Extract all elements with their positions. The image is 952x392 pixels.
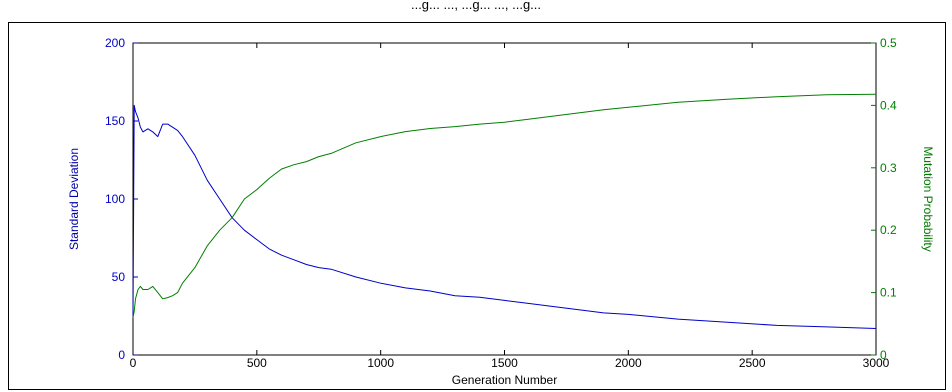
standard-deviation-line xyxy=(132,104,877,329)
x-tick-label-5: 2500 xyxy=(739,356,766,370)
mutation-probability-line xyxy=(132,93,877,318)
x-axis-ticks: 0 500 1000 1500 2000 2500 3000 xyxy=(130,43,890,370)
x-tick-label-1: 500 xyxy=(247,356,267,370)
right-tick-label-0: 0 xyxy=(880,348,887,362)
x-tick-label-2: 1000 xyxy=(367,356,394,370)
left-tick-label-2: 100 xyxy=(105,192,125,206)
right-tick-label-4: 0.4 xyxy=(880,98,897,112)
page-title: ...g... ..., ...g... ..., ...g... xyxy=(410,0,542,12)
right-tick-label-1: 0.1 xyxy=(880,286,897,300)
x-tick-label-0: 0 xyxy=(130,356,137,370)
left-tick-label-4: 200 xyxy=(105,36,125,50)
right-tick-label-5: 0.5 xyxy=(880,36,897,50)
right-axis-label: Mutation Probability xyxy=(921,146,935,251)
right-axis-ticks: 0 0.1 0.2 0.3 0.4 0.5 xyxy=(871,36,897,362)
right-tick-label-3: 0.3 xyxy=(880,161,897,175)
left-axis-label: Standard Deviation xyxy=(67,148,81,250)
x-tick-label-6: 3000 xyxy=(863,356,890,370)
x-tick-label-4: 2000 xyxy=(615,356,642,370)
right-tick-label-2: 0.2 xyxy=(880,223,897,237)
left-tick-label-3: 150 xyxy=(105,114,125,128)
left-tick-label-1: 50 xyxy=(112,270,126,284)
figure-frame xyxy=(8,22,946,390)
x-tick-label-3: 1500 xyxy=(491,356,518,370)
x-axis-label: Generation Number xyxy=(452,373,557,387)
series-lines xyxy=(132,93,877,329)
left-tick-label-0: 0 xyxy=(118,348,125,362)
